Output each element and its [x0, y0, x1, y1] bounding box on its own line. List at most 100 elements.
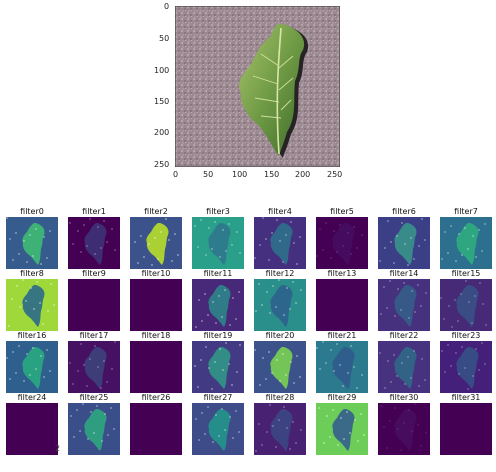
x-tick-label: 250 — [327, 170, 343, 179]
filter-map — [378, 279, 430, 331]
filter-map — [316, 279, 368, 331]
filter-map — [440, 403, 492, 455]
filter-title: filter31 — [451, 393, 481, 402]
filter-map — [254, 279, 306, 331]
filter-title: filter20 — [265, 331, 295, 340]
feature-map-image — [254, 403, 306, 455]
filter-map — [68, 341, 120, 393]
x-tick-label: 200 — [295, 170, 311, 179]
feature-map-image — [378, 403, 430, 455]
feature-map-image — [192, 341, 244, 393]
filter-title: filter3 — [206, 207, 230, 216]
feature-map-image — [316, 279, 368, 331]
filter-title: filter11 — [203, 269, 233, 278]
filter-title: filter14 — [389, 269, 419, 278]
filter-map — [254, 403, 306, 455]
filter-map — [192, 341, 244, 393]
filter-map — [6, 341, 58, 393]
feature-map-image — [378, 217, 430, 269]
feature-map-image — [254, 279, 306, 331]
filter-map — [316, 341, 368, 393]
filter-map — [254, 341, 306, 393]
filter-map — [68, 403, 120, 455]
feature-map-image — [68, 341, 120, 393]
filter-title: filter6 — [392, 207, 416, 216]
filter-title: filter24 — [17, 393, 47, 402]
y-tick-label: 100 — [154, 66, 170, 75]
filter-map — [192, 403, 244, 455]
x-tick-label: 150 — [264, 170, 280, 179]
filter-map — [68, 279, 120, 331]
filter-title: filter1 — [82, 207, 106, 216]
filter-title: filter21 — [327, 331, 357, 340]
filter-map — [130, 217, 182, 269]
feature-map-image — [440, 341, 492, 393]
filter-map — [130, 279, 182, 331]
feature-map-image — [378, 341, 430, 393]
filter-map — [254, 217, 306, 269]
stray-text: 2 — [55, 444, 61, 453]
x-tick-label: 0 — [173, 170, 179, 179]
feature-map-image — [316, 403, 368, 455]
feature-map-image — [130, 341, 182, 393]
filter-title: filter4 — [268, 207, 292, 216]
feature-map-image — [192, 279, 244, 331]
filter-map — [316, 217, 368, 269]
filter-map — [316, 403, 368, 455]
y-tick-label: 250 — [154, 160, 170, 169]
x-tick-label: 50 — [203, 170, 214, 179]
filter-title: filter26 — [141, 393, 171, 402]
filter-map — [378, 341, 430, 393]
filter-title: filter19 — [203, 331, 233, 340]
filter-title: filter8 — [20, 269, 44, 278]
feature-map-image — [130, 217, 182, 269]
filter-title: filter29 — [327, 393, 357, 402]
filter-map — [378, 217, 430, 269]
filter-title: filter16 — [17, 331, 47, 340]
filter-map — [6, 217, 58, 269]
feature-map-image — [316, 217, 368, 269]
filter-title: filter13 — [327, 269, 357, 278]
feature-map-image — [6, 341, 58, 393]
filter-map — [440, 341, 492, 393]
feature-map-image — [192, 403, 244, 455]
filter-title: filter0 — [20, 207, 44, 216]
filter-title: filter5 — [330, 207, 354, 216]
feature-map-image — [6, 217, 58, 269]
feature-map-image — [440, 403, 492, 455]
feature-map-image — [254, 217, 306, 269]
filter-map — [192, 217, 244, 269]
feature-map-image — [6, 403, 58, 455]
filter-title: filter2 — [144, 207, 168, 216]
feature-map-image — [254, 341, 306, 393]
feature-map-image — [130, 279, 182, 331]
feature-map-image — [6, 279, 58, 331]
y-tick-label: 150 — [154, 97, 170, 106]
feature-map-image — [192, 217, 244, 269]
filter-title: filter22 — [389, 331, 419, 340]
filter-map — [440, 279, 492, 331]
filter-map — [130, 403, 182, 455]
filter-title: filter7 — [454, 207, 478, 216]
feature-map-image — [440, 279, 492, 331]
y-tick-label: 50 — [159, 34, 170, 43]
y-tick-label: 0 — [164, 2, 170, 11]
filter-title: filter28 — [265, 393, 295, 402]
feature-map-image — [68, 403, 120, 455]
filter-map — [378, 403, 430, 455]
leaf-image — [174, 5, 341, 168]
filter-map — [440, 217, 492, 269]
filter-map — [6, 403, 58, 455]
filter-title: filter10 — [141, 269, 171, 278]
filter-title: filter15 — [451, 269, 481, 278]
filter-title: filter9 — [82, 269, 106, 278]
filter-map — [130, 341, 182, 393]
filter-title: filter18 — [141, 331, 171, 340]
x-tick-label: 100 — [232, 170, 248, 179]
feature-map-image — [316, 341, 368, 393]
feature-map-image — [130, 403, 182, 455]
top-image-plot — [174, 5, 341, 168]
filter-title: filter27 — [203, 393, 233, 402]
filter-title: filter25 — [79, 393, 109, 402]
filter-title: filter23 — [451, 331, 481, 340]
